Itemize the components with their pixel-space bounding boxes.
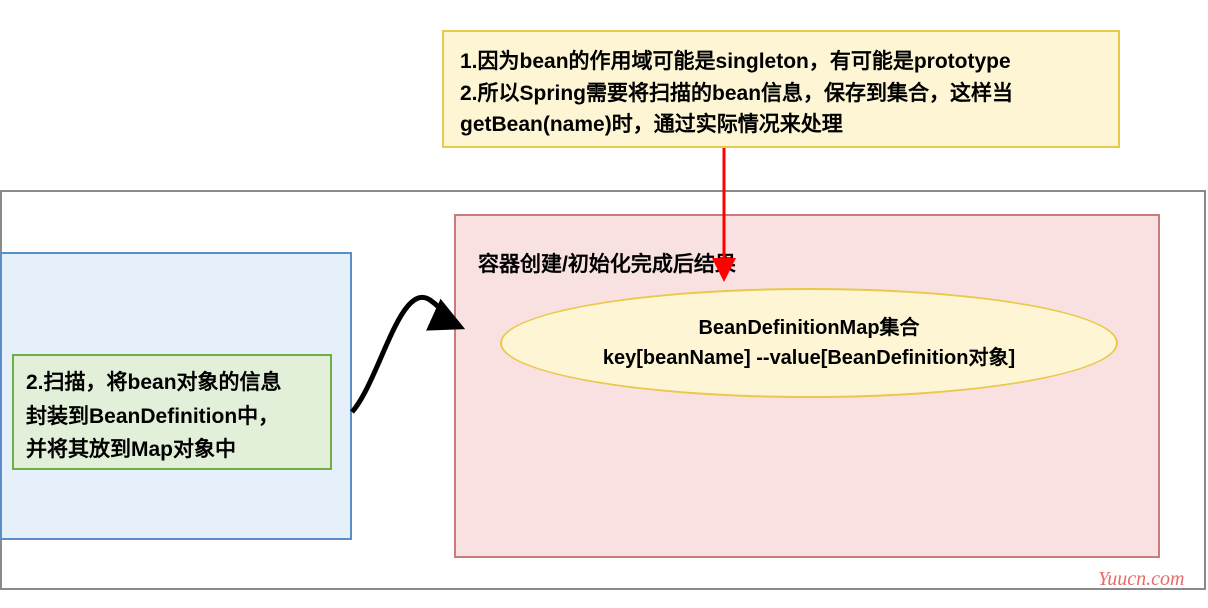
note-line2: 2.所以Spring需要将扫描的bean信息，保存到集合，这样当 <box>460 78 1102 110</box>
explanation-note: 1.因为bean的作用域可能是singleton，有可能是prototype 2… <box>442 30 1120 148</box>
watermark-text: Yuucn.com <box>1098 568 1184 591</box>
bean-definition-map-ellipse: BeanDefinitionMap集合 key[beanName] --valu… <box>500 288 1118 398</box>
ellipse-line2: key[beanName] --value[BeanDefinition对象] <box>603 343 1015 373</box>
note-line3: getBean(name)时，通过实际情况来处理 <box>460 109 1102 141</box>
note-line1: 1.因为bean的作用域可能是singleton，有可能是prototype <box>460 46 1102 78</box>
ellipse-line1: BeanDefinitionMap集合 <box>698 313 919 343</box>
scan-step-line3: 并将其放到Map对象中 <box>26 433 318 467</box>
scan-step-line2: 封装到BeanDefinition中， <box>26 400 318 434</box>
scan-step-line1: 2.扫描，将bean对象的信息 <box>26 366 318 400</box>
diagram-canvas: 2.扫描，将bean对象的信息 封装到BeanDefinition中， 并将其放… <box>0 0 1208 608</box>
result-container-title: 容器创建/初始化完成后结果 <box>478 248 736 278</box>
scan-step-box: 2.扫描，将bean对象的信息 封装到BeanDefinition中， 并将其放… <box>12 354 332 470</box>
